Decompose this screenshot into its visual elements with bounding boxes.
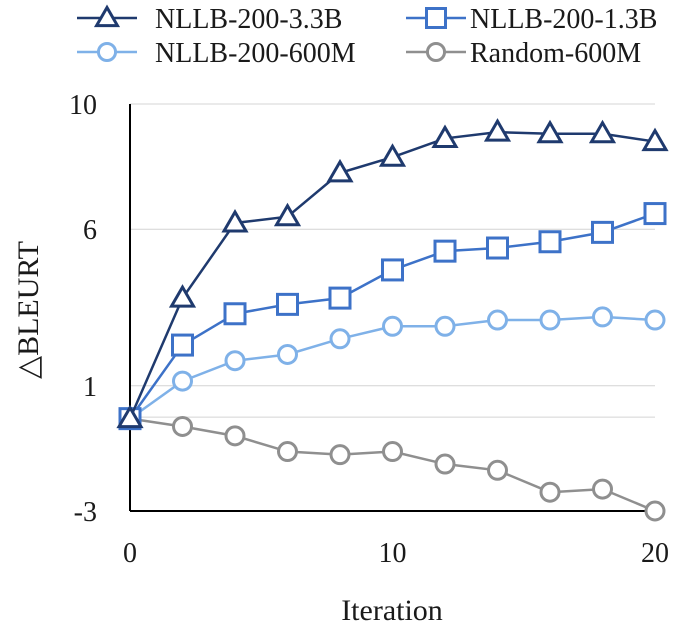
data-point	[168, 284, 197, 308]
data-point	[329, 328, 351, 350]
legend-item: NLLB-200-600M	[77, 38, 356, 69]
legend-marker	[425, 7, 447, 29]
x-tick-label: 10	[379, 538, 407, 569]
data-point	[277, 343, 298, 365]
legend-label: Random-600M	[470, 38, 641, 69]
legend: NLLB-200-3.3B NLLB-200-1.3B NLLB-200-600M R…	[77, 4, 657, 69]
data-point	[591, 220, 614, 244]
data-point	[592, 306, 613, 328]
data-point	[588, 119, 617, 144]
legend-item: NLLB-200-3.3B	[77, 4, 342, 35]
data-point	[483, 118, 512, 142]
data-point	[172, 415, 193, 437]
legend-item: NLLB-200-1.3B	[406, 4, 657, 35]
x-tick-label: 0	[123, 538, 137, 569]
series-nllb-200-1-3b	[118, 202, 667, 431]
series-random-600m	[119, 408, 666, 522]
data-point	[487, 309, 508, 331]
data-point	[224, 350, 246, 372]
data-point	[431, 124, 459, 148]
legend-label: NLLB-200-1.3B	[470, 4, 657, 35]
data-point	[116, 404, 144, 429]
data-point	[223, 302, 247, 326]
data-point	[382, 315, 403, 337]
data-point	[276, 292, 299, 316]
data-point	[434, 453, 456, 475]
legend-item: Random-600M	[406, 38, 641, 69]
data-point	[538, 230, 562, 254]
series-nllb-200-3-3b	[116, 118, 669, 429]
data-point	[382, 441, 403, 463]
data-point	[641, 127, 669, 152]
y-tick-label: -3	[74, 497, 97, 528]
data-point	[221, 208, 249, 233]
series-group	[116, 118, 669, 522]
data-point	[486, 236, 509, 260]
series-line	[129, 417, 656, 513]
data-point	[643, 202, 667, 226]
data-point	[381, 258, 404, 282]
data-point	[329, 444, 351, 466]
data-point	[326, 158, 354, 183]
legend-label: NLLB-200-3.3B	[155, 4, 342, 35]
tick-labels: -3 1 6 10 0 10 20	[69, 90, 669, 569]
data-point	[378, 143, 407, 167]
data-point	[328, 286, 352, 310]
data-point	[539, 309, 561, 331]
axes	[129, 104, 655, 512]
data-point	[592, 478, 613, 500]
data-point	[273, 202, 302, 227]
data-point	[539, 481, 561, 503]
legend-marker	[93, 4, 121, 28]
data-point	[487, 459, 508, 481]
data-point	[644, 500, 666, 522]
series-nllb-200-600m	[119, 306, 666, 430]
data-point	[277, 441, 298, 463]
y-axis-label: △BLEURT	[12, 241, 45, 379]
x-tick-label: 20	[641, 538, 669, 569]
data-point	[644, 309, 666, 331]
data-point	[172, 370, 193, 392]
data-point	[224, 425, 246, 447]
y-tick-label: 6	[83, 215, 97, 246]
y-tick-label: 1	[83, 372, 97, 403]
data-point	[433, 239, 457, 263]
y-tick-label: 10	[69, 90, 97, 121]
data-point	[536, 119, 564, 144]
data-point	[171, 333, 194, 357]
legend-marker	[96, 41, 118, 63]
data-point	[434, 315, 456, 337]
legend-marker	[425, 41, 447, 63]
legend-label: NLLB-200-600M	[155, 38, 356, 69]
x-axis-label: Iteration	[341, 594, 443, 627]
